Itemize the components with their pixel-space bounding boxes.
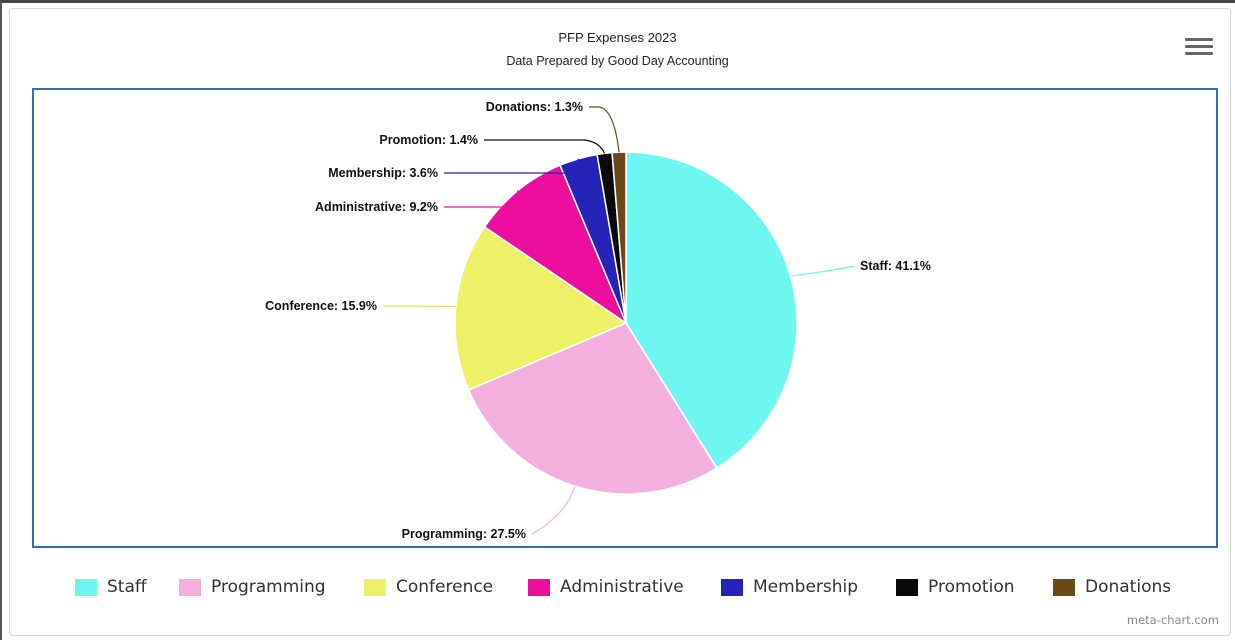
legend-label: Membership [753,577,859,597]
legend-swatch [721,578,743,596]
legend-item-staff[interactable]: Staff [75,574,147,600]
legend-item-conference[interactable]: Conference [364,574,493,600]
menu-bar [1185,52,1213,55]
menu-bar [1185,45,1213,48]
data-label-membership: Membership: 3.6% [328,166,438,180]
legend-label: Programming [211,577,326,597]
data-label-staff: Staff: 41.1% [860,259,931,273]
pie-slice-staff[interactable] [625,151,798,469]
connector-membership [444,158,579,174]
connector-donations [589,106,620,153]
chart-subtitle: Data Prepared by Good Day Accounting [506,54,729,68]
legend-swatch [528,578,550,596]
legend-item-promotion[interactable]: Promotion [896,574,1015,600]
data-label-programming: Programming: 27.5% [402,527,526,541]
legend-label: Promotion [928,577,1015,597]
hamburger-menu-icon[interactable] [1185,38,1213,62]
data-label-administrative: Administrative: 9.2% [315,200,438,214]
legend-item-programming[interactable]: Programming [179,574,326,600]
legend-swatch [1053,578,1075,596]
legend-label: Administrative [560,577,684,597]
data-label-promotion: Promotion: 1.4% [379,133,478,147]
legend-swatch [179,578,201,596]
connector-promotion [484,139,606,154]
chart-title: PFP Expenses 2023 [558,30,677,45]
data-label-conference: Conference: 15.9% [265,299,377,313]
connector-administrative [444,190,519,208]
menu-bar [1185,38,1213,41]
legend-item-membership[interactable]: Membership [721,574,858,600]
legend-label: Conference [396,577,494,597]
legend: Staff Programming Conference Administrative… [0,574,1235,600]
legend-item-donations[interactable]: Donations [1053,574,1171,600]
plot-area [32,88,1218,548]
legend-label: Donations [1085,577,1172,597]
legend-swatch [896,578,918,596]
data-label-donations: Donations: 1.3% [486,100,583,114]
credit-link[interactable]: meta-chart.com [1126,613,1219,627]
legend-swatch [364,578,386,596]
legend-label: Staff [107,577,147,597]
connector-staff [790,265,855,277]
legend-item-administrative[interactable]: Administrative [528,574,684,600]
connector-programming [531,485,576,535]
legend-swatch [75,578,97,596]
